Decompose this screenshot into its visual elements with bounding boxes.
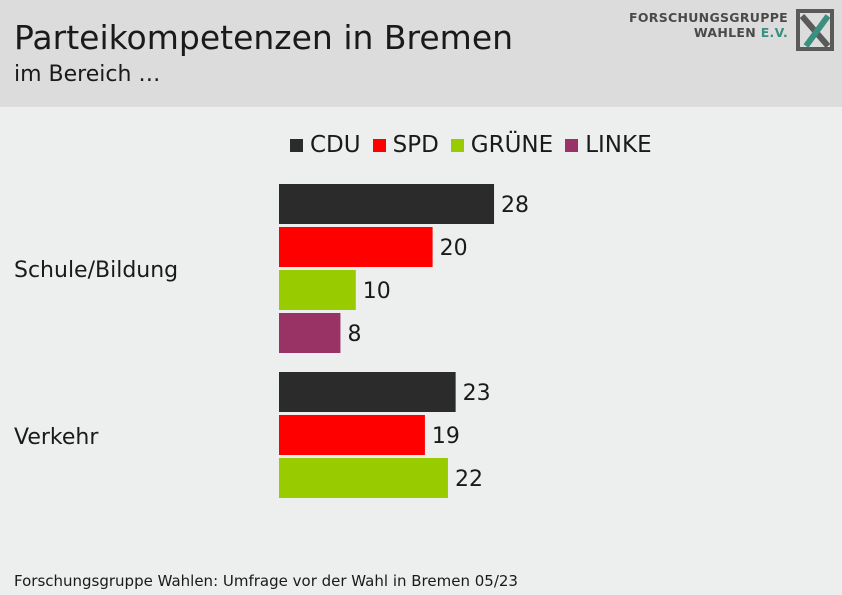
legend-swatch: [290, 138, 303, 152]
logo-icon: [796, 9, 834, 51]
source-note: Forschungsgruppe Wahlen: Umfrage vor der…: [14, 572, 518, 590]
logo-line2: WAHLEN E.V.: [629, 25, 788, 40]
bar-spd-1: [279, 415, 425, 455]
data-label-grüne-1: 22: [455, 467, 483, 492]
legend-label: CDU: [310, 132, 361, 158]
logo-ev: E.V.: [760, 25, 788, 40]
bar-cdu-1: [279, 372, 456, 412]
bar-spd-0: [279, 227, 433, 267]
legend-item-cdu: CDU: [290, 132, 361, 158]
bar-cdu-0: [279, 184, 495, 224]
category-label-verkehr: Verkehr: [14, 425, 99, 450]
bar-linke-0: [279, 313, 341, 353]
chart-title: Parteikompetenzen in Bremen: [14, 18, 514, 57]
category-label-schule-bildung: Schule/Bildung: [14, 258, 179, 283]
data-label-grüne-0: 10: [363, 279, 391, 304]
bar-grüne-1: [279, 458, 448, 498]
legend-swatch: [565, 138, 579, 152]
data-label-cdu-0: 28: [501, 193, 529, 218]
data-label-spd-1: 19: [432, 424, 460, 449]
legend-label: GRÜNE: [470, 132, 554, 158]
logo-text: FORSCHUNGSGRUPPE WAHLEN E.V.: [629, 10, 788, 40]
legend-label: SPD: [392, 132, 439, 158]
legend-item-grüne: GRÜNE: [450, 132, 554, 158]
bar-grüne-0: [279, 270, 356, 310]
chart-subtitle: im Bereich …: [14, 62, 161, 87]
logo-line1: FORSCHUNGSGRUPPE: [629, 10, 788, 25]
legend-label: LINKE: [585, 132, 652, 158]
data-label-linke-0: 8: [347, 322, 361, 347]
legend-swatch: [372, 138, 386, 152]
data-label-spd-0: 20: [440, 236, 468, 261]
legend-item-linke: LINKE: [565, 132, 652, 158]
header-band: Parteikompetenzen in Bremen im Bereich …: [0, 0, 842, 107]
data-label-cdu-1: 23: [463, 381, 491, 406]
logo-wahlen: WAHLEN: [693, 25, 757, 40]
legend-swatch: [450, 138, 464, 152]
chart-legend: CDU SPD GRÜNE LINKE: [290, 130, 664, 160]
legend-item-spd: SPD: [372, 132, 439, 158]
